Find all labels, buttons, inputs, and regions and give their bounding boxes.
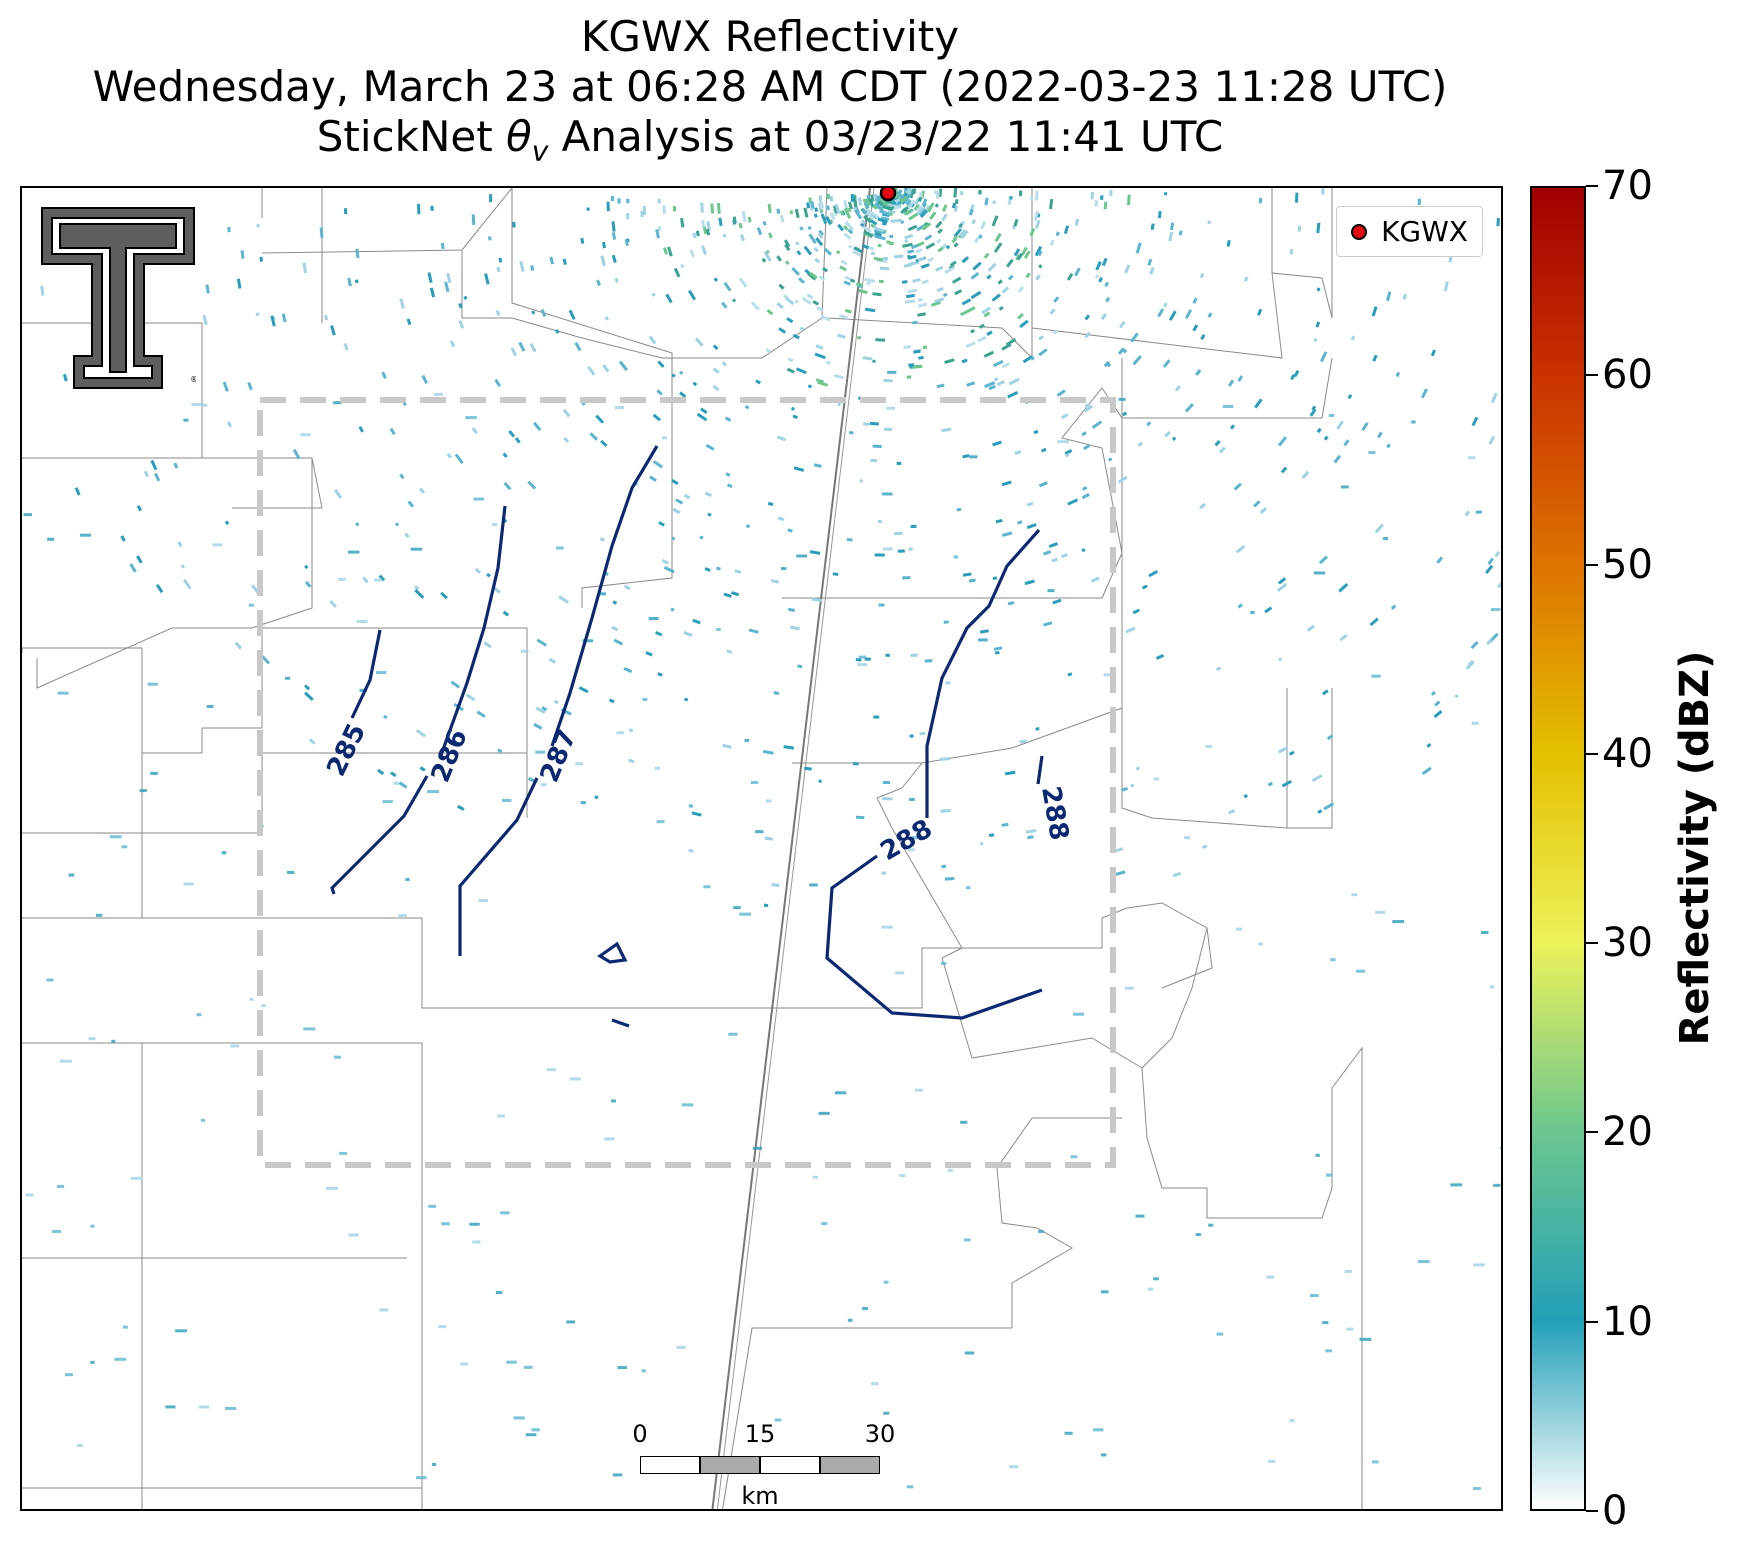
colorbar-tick-mark [1586,185,1598,187]
colorbar-tick-mark [1586,563,1598,566]
title-line-1: KGWX Reflectivity [580,12,960,61]
colorbar-tick-label: 0 [1602,1488,1628,1534]
analysis-domain-box [257,397,1116,1168]
legend-label: KGWX [1381,215,1468,248]
contour-288-left [925,528,1041,818]
scale-segment [820,1456,880,1474]
county-boundaries [22,188,1363,1509]
map-legend: KGWX [1336,206,1483,257]
colorbar-tick-label: 30 [1602,920,1653,967]
contour-label-285: 285 [321,719,372,781]
contour-285 [350,629,382,719]
radar-beam-line-2 [716,188,875,1509]
colorbar-tick-label: 20 [1602,1109,1653,1156]
contour-label-286: 286 [426,725,474,787]
contour-small-closed [597,941,628,964]
chart-title: KGWX Reflectivity Wednesday, March 23 at… [0,12,1540,176]
colorbar-tick-mark [1586,752,1598,755]
colorbar-tick-mark [1586,942,1598,945]
contour-label-287: 287 [535,725,583,787]
colorbar-tick-label: 40 [1602,730,1653,777]
scale-tick-30: 30 [864,1420,896,1448]
reflectivity-echoes [23,188,1501,1491]
title-line-2: Wednesday, March 23 at 06:28 AM CDT (202… [92,62,1448,111]
contour-287-lower [458,777,539,956]
contour-label-288-left: 288 [876,814,938,867]
colorbar-tick-mark [1586,1131,1598,1134]
theta-v-contours [330,445,1044,1028]
colorbar-tick-label: 50 [1602,541,1653,588]
colorbar-tick-label: 60 [1602,352,1653,399]
scale-bar: 0 15 30 km [632,1420,895,1510]
reflectivity-colorbar [1530,186,1586,1511]
contour-label-288-right: 288 [1035,784,1074,843]
contour-288-right [1036,755,1044,785]
colorbar-tick-mark [1586,1320,1598,1323]
scale-tick-0: 0 [632,1420,648,1448]
contour-286-lower [330,775,429,895]
contour-small-segment [611,1018,630,1028]
colorbar-tick-label: 70 [1602,163,1653,209]
scale-unit: km [741,1482,779,1510]
colorbar-tick-mark [1586,374,1598,377]
colorbar-tick-mark [1586,1510,1598,1512]
svg-text:®: ® [190,375,196,384]
scale-tick-15: 15 [744,1420,776,1448]
scale-segment [760,1456,820,1474]
map-panel[interactable]: 285 286 287 288 288 KGWX [20,186,1503,1511]
contour-287 [550,445,659,747]
title-line-3: StickNet θv Analysis at 03/23/22 11:41 U… [316,112,1224,168]
colorbar-tick-label: 10 [1602,1298,1653,1345]
contour-labels: 285 286 287 288 288 [321,719,1074,867]
radar-beam-line [711,188,871,1509]
legend-marker [1351,223,1368,240]
texas-tech-logo: ® [41,207,196,389]
map-canvas: 285 286 287 288 288 [22,188,1501,1509]
contour-286 [438,505,507,759]
kgwx-radar-marker[interactable] [879,188,897,202]
scale-segment [700,1456,760,1474]
contour-288-loop [825,854,1043,1020]
scale-segment [640,1456,700,1474]
colorbar-title: Reflectivity (dBZ) [1672,650,1718,1046]
